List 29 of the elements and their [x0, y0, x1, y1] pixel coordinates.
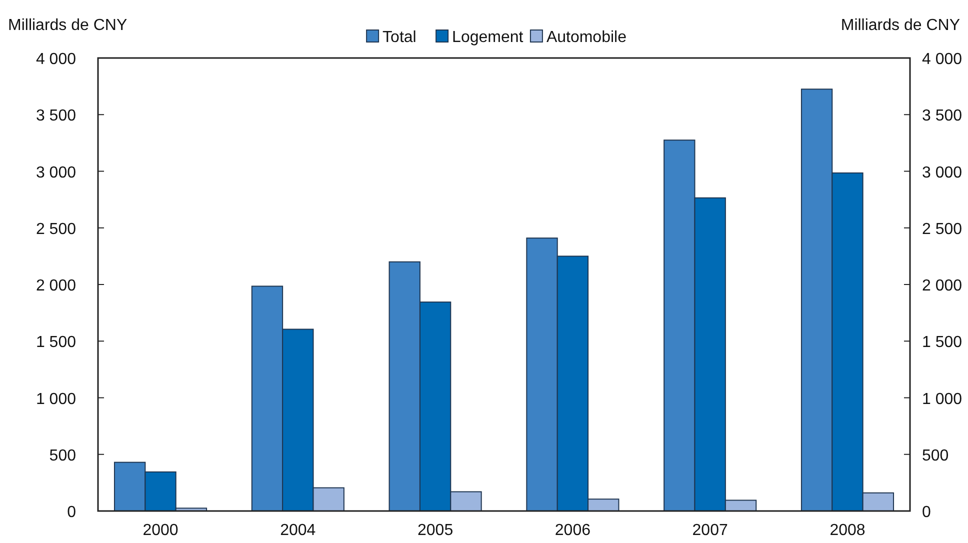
x-tick-label: 2000 — [142, 522, 178, 539]
y2-tick-label: 4 000 — [922, 51, 962, 68]
y2-tick-label: 3 000 — [922, 164, 962, 182]
y2-tick-label: 2 000 — [922, 278, 962, 294]
y2-tick-label: 1 500 — [922, 334, 962, 352]
x-tick-label: 2005 — [418, 522, 454, 539]
x-tick-label: 2007 — [692, 522, 728, 539]
y2-tick-label: 0 — [922, 504, 931, 521]
y-tick-label: 1 500 — [36, 334, 76, 352]
y2-tick-label: 2 500 — [922, 220, 962, 238]
y2-tick-label: 500 — [922, 447, 949, 464]
legend-label: Logement — [452, 29, 524, 46]
x-tick-label: 2006 — [554, 522, 591, 539]
x-tick-label: 2008 — [830, 522, 866, 539]
y2-tick-label: 1 000 — [922, 390, 962, 408]
y-tick-label: 1 000 — [36, 390, 76, 408]
y-tick-label: 0 — [67, 504, 76, 521]
y-tick-label: 2 000 — [36, 278, 76, 294]
y-axis-title: Milliards de CNY — [8, 17, 128, 34]
x-tick-label: 2004 — [280, 522, 316, 539]
y-tick-label: 500 — [49, 447, 76, 464]
y2-tick-label: 3 500 — [922, 108, 962, 125]
y2-axis-title: Milliards de CNY — [840, 17, 960, 34]
legend-label: Total — [382, 29, 416, 46]
y-tick-label: 2 500 — [36, 220, 76, 238]
legend-label: Automobile — [546, 29, 627, 46]
y-tick-label: 4 000 — [36, 51, 76, 68]
y-tick-label: 3 000 — [36, 164, 76, 182]
y-tick-label: 3 500 — [36, 108, 76, 125]
